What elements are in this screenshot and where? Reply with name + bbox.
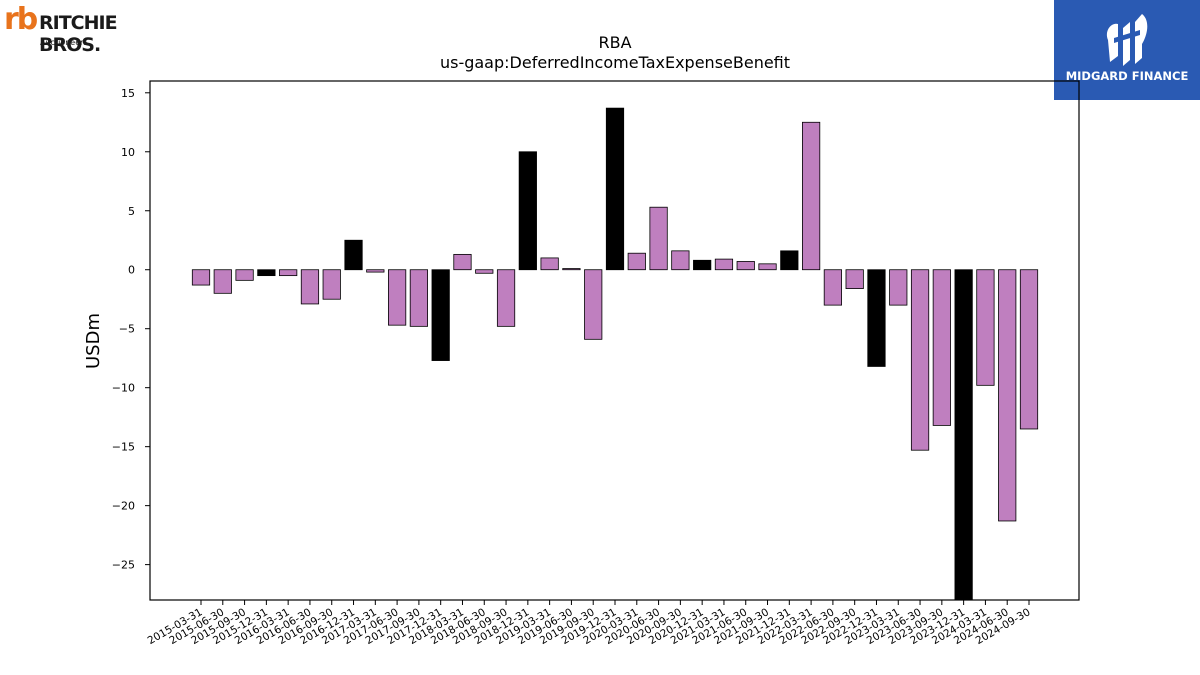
bar-2022-09-30: [845, 269, 864, 290]
bar-2021-09-30: [758, 263, 777, 271]
ritchie-bros-subtitle: Auctioneers: [40, 38, 88, 47]
bar-2022-06-30: [823, 269, 842, 306]
bar-2016-06-30: [300, 269, 320, 305]
bar-2016-12-31: [344, 239, 363, 271]
bar-2017-09-30: [409, 269, 428, 327]
bar-2017-12-31: [431, 269, 450, 361]
bar-series: [191, 107, 1039, 601]
bar-2020-03-31: [627, 252, 646, 271]
bar-2018-06-30: [475, 269, 494, 274]
bar-2017-06-30: [388, 269, 407, 326]
bar-2015-03-31: [191, 269, 211, 286]
bar-2022-03-31: [802, 121, 821, 271]
bar-2020-09-30: [671, 250, 690, 271]
bar-2019-12-31: [605, 107, 625, 271]
y-tick-label: 15: [121, 87, 135, 100]
y-tick-label: 5: [128, 205, 135, 218]
y-tick-label: 10: [121, 146, 135, 159]
bar-2017-03-31: [366, 269, 385, 273]
midgard-finance-logo: MIDGARD FINANCE: [1054, 0, 1200, 100]
bar-2020-06-30: [649, 206, 668, 271]
bar-2021-03-31: [714, 258, 734, 271]
ritchie-bros-logo: rb RITCHIE BROS. Auctioneers: [4, 2, 174, 56]
rb-logo-mark: rb: [4, 2, 38, 37]
bar-2019-03-31: [540, 257, 559, 271]
bar-2021-06-30: [736, 261, 755, 271]
bar-2024-06-30: [998, 269, 1017, 522]
bar-2015-06-30: [213, 269, 232, 294]
bar-2020-12-31: [693, 259, 712, 271]
bar-2018-12-31: [518, 151, 537, 271]
y-axis-label: USDm: [83, 313, 104, 369]
bar-2019-09-30: [584, 269, 603, 340]
chart-subtitle: us-gaap:DeferredIncomeTaxExpenseBenefit: [440, 53, 790, 72]
bar-2018-09-30: [496, 269, 516, 327]
bar-2023-06-30: [910, 269, 930, 451]
plot-frame: [149, 80, 1080, 601]
chart-title: RBA: [598, 33, 631, 52]
bar-2016-03-31: [279, 269, 298, 277]
bar-2019-06-30: [562, 268, 581, 271]
y-tick-label: −20: [112, 500, 135, 513]
x-axis-ticks: 2015-03-312015-06-302015-09-302015-12-31…: [146, 600, 1033, 647]
midgard-emblem-icon: [1106, 14, 1148, 66]
bar-2018-03-31: [453, 253, 472, 271]
ritchie-bros-name: RITCHIE BROS.: [39, 12, 118, 56]
bar-2016-09-30: [322, 269, 341, 300]
bar-2023-12-31: [954, 269, 973, 601]
bar-2024-09-30: [1019, 269, 1039, 430]
midgard-finance-label: MIDGARD FINANCE: [1065, 69, 1189, 83]
bar-2021-12-31: [780, 250, 799, 271]
bar-2022-12-31: [867, 269, 886, 367]
bar-2015-12-31: [257, 269, 276, 277]
y-tick-label: −25: [112, 559, 135, 572]
y-tick-label: 0: [128, 264, 135, 277]
y-axis-ticks: 15 10 5 0 −5 −10 −15 −20 −25: [112, 87, 150, 572]
bar-2023-03-31: [889, 269, 908, 306]
bar-2015-09-30: [235, 269, 254, 281]
bar-2023-09-30: [932, 269, 951, 426]
bar-2024-03-31: [976, 269, 995, 386]
y-tick-label: −10: [112, 382, 135, 395]
y-tick-label: −15: [112, 441, 135, 454]
y-tick-label: −5: [119, 323, 135, 336]
